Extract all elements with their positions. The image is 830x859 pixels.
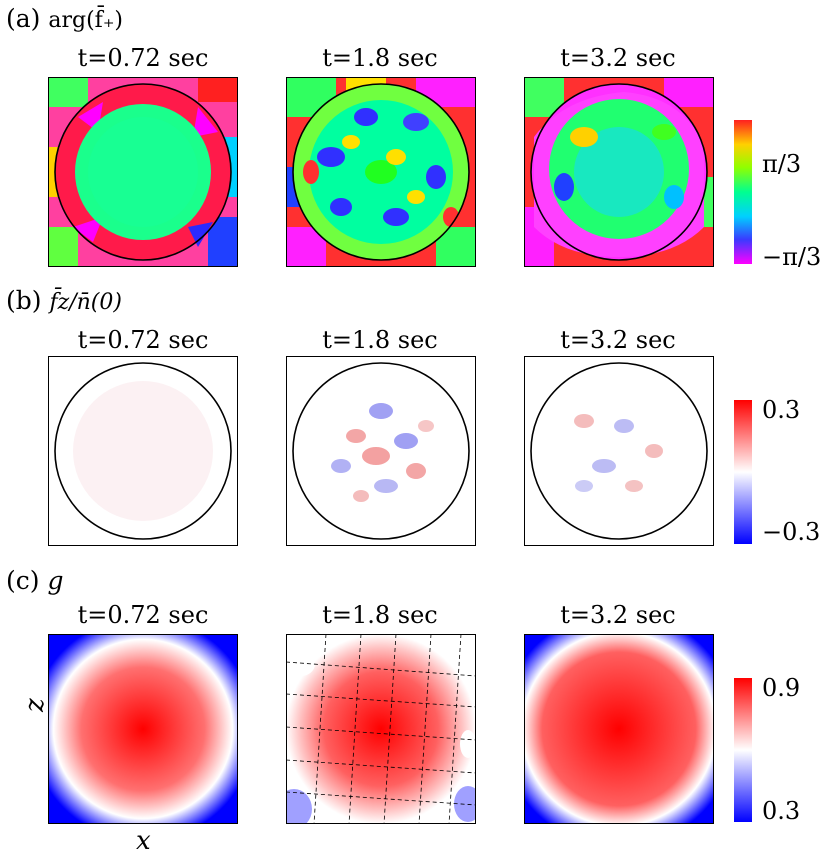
section-b-title-3: t=3.2 sec (560, 326, 676, 354)
phase-map-panel-a2 (286, 77, 476, 267)
colorbar-a (734, 120, 752, 264)
g-panel-c1 (48, 634, 238, 824)
g-panel-c2 (286, 634, 476, 824)
section-b-title-1: t=0.72 sec (77, 326, 209, 354)
section-a-title-1: t=0.72 sec (77, 44, 209, 72)
section-b-label: (b) f̄z/n̄(0) (6, 286, 122, 315)
section-c-title-1: t=0.72 sec (77, 601, 209, 629)
colorbar-b-top-label: 0.3 (762, 396, 801, 424)
fz-panel-b1 (48, 356, 238, 546)
section-c-label: (c) g (6, 566, 64, 595)
colorbar-b (734, 400, 752, 544)
section-a-title-3: t=3.2 sec (560, 44, 676, 72)
colorbar-c (734, 678, 752, 822)
fz-panel-b2 (286, 356, 476, 546)
colorbar-b-bottom-label: −0.3 (762, 518, 821, 546)
phase-map-panel-a3 (524, 77, 714, 267)
section-c-title-3: t=3.2 sec (560, 601, 676, 629)
colorbar-a-bottom-label: −π/3 (762, 243, 822, 271)
section-c-title-2: t=1.8 sec (322, 601, 438, 629)
phase-map-panel-a1 (48, 77, 238, 267)
section-a-label: (a) arg(f̄₊) (6, 4, 124, 33)
colorbar-c-top-label: 0.9 (762, 674, 801, 702)
g-panel-c3 (524, 634, 714, 824)
section-b-title-2: t=1.8 sec (322, 326, 438, 354)
section-a-title-2: t=1.8 sec (322, 44, 438, 72)
z-axis-label: z (20, 698, 50, 712)
colorbar-a-top-label: π/3 (762, 150, 802, 178)
fz-panel-b3 (524, 356, 714, 546)
x-axis-label: x (136, 826, 151, 856)
colorbar-c-bottom-label: 0.3 (762, 797, 801, 825)
